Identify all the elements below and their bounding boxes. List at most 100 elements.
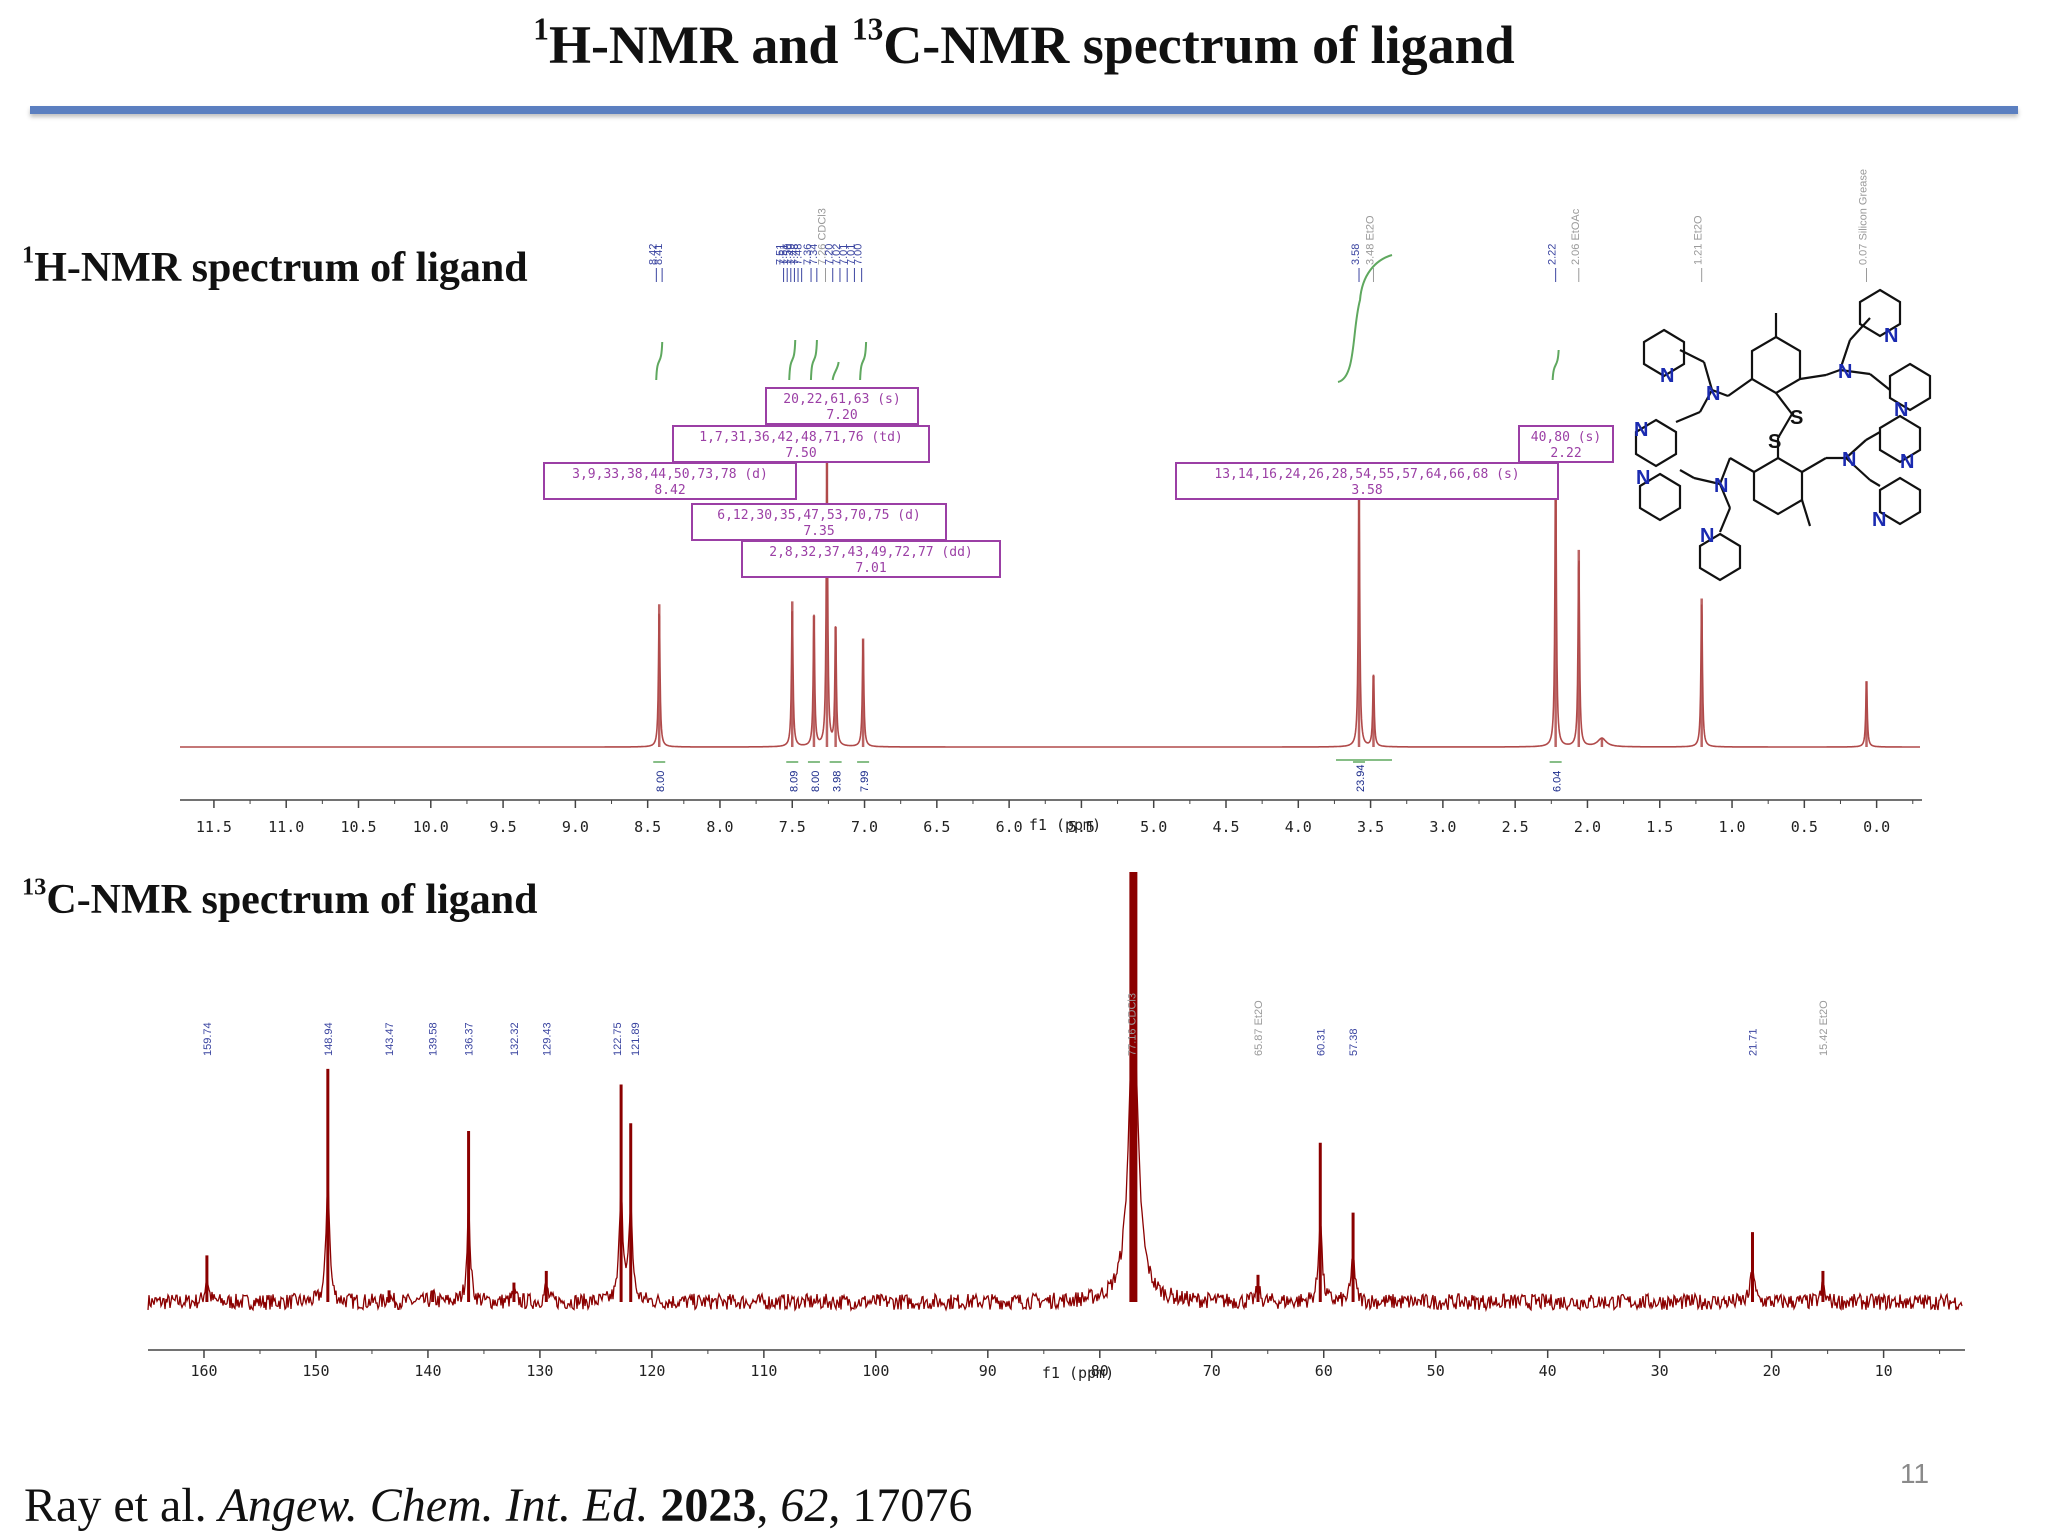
h-x-tick-label: 1.0 bbox=[1718, 818, 1745, 836]
c-label-text: C-NMR spectrum of ligand bbox=[46, 877, 538, 923]
h-x-tick-label: 6.0 bbox=[996, 818, 1023, 836]
h-integral-value: 8.00 bbox=[655, 771, 667, 792]
h-annotation-shift: 7.01 bbox=[855, 561, 886, 576]
h-annotation-assignment: 1,7,31,36,42,48,71,76 (td) bbox=[699, 430, 903, 445]
c-nmr-section-label: 13C-NMR spectrum of ligand bbox=[22, 873, 538, 924]
h-peak-label: 7.20 bbox=[824, 244, 836, 265]
h-peak-label: 3.48 Et2O bbox=[1364, 215, 1376, 265]
c-peak-label: 143.47 bbox=[384, 1022, 396, 1056]
h-annotation-shift: 8.42 bbox=[654, 483, 685, 498]
h-x-tick-label: 8.0 bbox=[706, 818, 733, 836]
c-x-tick-label: 100 bbox=[862, 1362, 889, 1380]
c-peak-label: 129.43 bbox=[541, 1022, 553, 1056]
c-peak-label: 21.71 bbox=[1747, 1028, 1759, 1056]
c-peak-label: 148.94 bbox=[323, 1022, 335, 1056]
c-peak-label: 121.89 bbox=[630, 1022, 642, 1056]
c-label-superscript: 13 bbox=[22, 873, 47, 901]
h-x-tick-label: 9.5 bbox=[490, 818, 517, 836]
h-annotation-box: 2,8,32,37,43,49,72,77 (dd)7.01 bbox=[741, 540, 1001, 578]
h-integral-curve bbox=[859, 341, 868, 381]
h-label-text: H-NMR spectrum of ligand bbox=[34, 245, 528, 291]
h-peak-label: 7.01 bbox=[845, 244, 857, 265]
h-x-tick-label: 9.0 bbox=[562, 818, 589, 836]
c-spectrum-line bbox=[147, 1012, 1963, 1313]
h-peak-label: 7.51 bbox=[778, 244, 790, 265]
h-peak-label: 7.26 CDCl3 bbox=[817, 208, 829, 265]
c-peak-label: 60.31 bbox=[1315, 1028, 1327, 1056]
h-peak-label: 2.22 bbox=[1547, 244, 1559, 265]
h-annotation-frame bbox=[1518, 425, 1614, 463]
h-integral-value: 7.99 bbox=[859, 771, 871, 792]
h-x-tick-label: 8.5 bbox=[634, 818, 661, 836]
c-peak-label: 65.87 Et2O bbox=[1253, 1000, 1265, 1056]
h-integral-curve bbox=[831, 361, 840, 381]
h-x-tick-label: 11.5 bbox=[196, 818, 232, 836]
h-peak-label: 3.58 bbox=[1350, 244, 1362, 265]
h-x-tick-label: 5.0 bbox=[1140, 818, 1167, 836]
citation-journal: Angew. Chem. Int. Ed. bbox=[218, 1479, 649, 1532]
h-peak-label: 7.02 bbox=[831, 244, 843, 265]
h-integral-value: 6.04 bbox=[1552, 771, 1564, 792]
title-text-2: C-NMR spectrum of ligand bbox=[883, 15, 1515, 75]
h-integral-curve bbox=[655, 341, 664, 381]
h-x-tick-label: 4.0 bbox=[1285, 818, 1312, 836]
h-integral-value: 8.09 bbox=[788, 771, 800, 792]
h-peak-label: 7.01 bbox=[838, 244, 850, 265]
h-integral-curve bbox=[1337, 254, 1393, 383]
h-annotation-shift: 7.35 bbox=[803, 524, 834, 539]
h-integral-value: 3.98 bbox=[832, 771, 844, 792]
h-annotation-frame bbox=[672, 425, 930, 463]
c-x-tick-label: 120 bbox=[638, 1362, 665, 1380]
h-peak-label: 7.49 bbox=[785, 244, 797, 265]
h-annotation-assignment: 3,9,33,38,44,50,73,78 (d) bbox=[572, 467, 768, 482]
c-x-tick-label: 160 bbox=[190, 1362, 217, 1380]
h-annotation-shift: 7.50 bbox=[785, 446, 816, 461]
title-superscript-13: 13 bbox=[851, 11, 884, 47]
h-peak-label: 7.48 bbox=[793, 244, 805, 265]
h-annotation-box: 3,9,33,38,44,50,73,78 (d)8.42 bbox=[543, 462, 797, 500]
c-x-tick-label: 80 bbox=[1091, 1362, 1109, 1380]
h-annotation-assignment: 2,8,32,37,43,49,72,77 (dd) bbox=[769, 545, 973, 560]
h-peak-label: 8.41 bbox=[653, 244, 665, 265]
h-peak-label: 7.50 bbox=[782, 244, 794, 265]
h-x-tick-label: 1.5 bbox=[1646, 818, 1673, 836]
h-x-tick-label: 10.0 bbox=[413, 818, 449, 836]
h-peak-label: 7.51 bbox=[775, 244, 787, 265]
c-x-tick-label: 30 bbox=[1651, 1362, 1669, 1380]
c-x-tick-label: 60 bbox=[1315, 1362, 1333, 1380]
h-x-tick-label: 3.0 bbox=[1429, 818, 1456, 836]
title-divider bbox=[30, 106, 2018, 114]
h-x-tick-label: 2.0 bbox=[1574, 818, 1601, 836]
h-x-tick-label: 7.5 bbox=[779, 818, 806, 836]
page-number: 11 bbox=[1900, 1458, 1930, 1489]
citation-year: 2023 bbox=[660, 1479, 757, 1532]
h-annotation-frame bbox=[691, 503, 947, 541]
c-x-tick-label: 20 bbox=[1763, 1362, 1781, 1380]
h-x-tick-label: 3.5 bbox=[1357, 818, 1384, 836]
citation-authors: Ray et al. bbox=[24, 1479, 219, 1532]
h-x-tick-label: 6.5 bbox=[923, 818, 950, 836]
h-integral-value: 23.94 bbox=[1355, 764, 1367, 792]
c-x-tick-label: 50 bbox=[1427, 1362, 1445, 1380]
h-annotation-frame bbox=[741, 540, 1001, 578]
c-peak-label: 122.75 bbox=[612, 1022, 624, 1056]
c-x-tick-label: 140 bbox=[414, 1362, 441, 1380]
h-peak-label: 7.36 bbox=[802, 244, 814, 265]
c-peak-label: 77.16 CDCl3 bbox=[1127, 993, 1139, 1056]
h-annotation-box: 20,22,61,63 (s)7.20 bbox=[765, 387, 919, 425]
c-peak-label: 159.74 bbox=[202, 1022, 214, 1056]
h-annotation-shift: 7.20 bbox=[826, 408, 857, 423]
h-annotation-assignment: 40,80 (s) bbox=[1531, 430, 1601, 445]
citation: Ray et al. Angew. Chem. Int. Ed. 2023, 6… bbox=[24, 1479, 973, 1532]
slide-title: 1H-NMR and 13C-NMR spectrum of ligand bbox=[0, 11, 2048, 76]
h-peak-label: 8.42 bbox=[647, 244, 659, 265]
h-x-tick-label: 10.5 bbox=[340, 818, 376, 836]
c-peak-label: 136.37 bbox=[464, 1022, 476, 1056]
h-annotation-frame bbox=[765, 387, 919, 425]
c-peak-label: 15.42 Et2O bbox=[1818, 1000, 1830, 1056]
h-x-tick-label: 2.5 bbox=[1502, 818, 1529, 836]
c-peak-label: 132.32 bbox=[509, 1022, 521, 1056]
h-annotation-shift: 2.22 bbox=[1550, 446, 1581, 461]
h-annotation-assignment: 6,12,30,35,47,53,70,75 (d) bbox=[717, 508, 921, 523]
h-annotation-box: 6,12,30,35,47,53,70,75 (d)7.35 bbox=[691, 503, 947, 541]
